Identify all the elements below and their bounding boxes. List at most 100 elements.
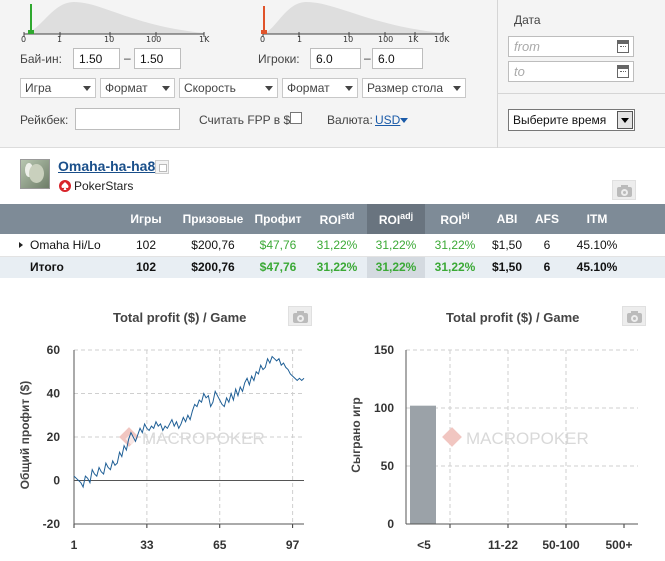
column-header-spacer <box>629 204 665 234</box>
players-range-handle[interactable] <box>263 6 265 34</box>
fpp-label: Считать FPP в $ <box>199 113 291 127</box>
format2-dropdown[interactable]: Формат <box>282 78 358 98</box>
total-itm: 45.10% <box>565 256 629 278</box>
cell-afs: 6 <box>529 234 565 257</box>
player-name-link[interactable]: Omaha-ha-ha8 <box>58 158 156 174</box>
panel-divider <box>497 0 498 148</box>
buyin-tick-label: 0 <box>21 35 27 44</box>
column-header-profit[interactable]: Профит <box>249 204 307 234</box>
total-profit: $47,76 <box>249 256 307 278</box>
column-header-games[interactable]: Игры <box>115 204 177 234</box>
calendar-icon[interactable] <box>617 65 629 78</box>
column-header-abi[interactable]: ABI <box>485 204 529 234</box>
format-dropdown[interactable]: Формат <box>100 78 175 98</box>
chevron-down-icon <box>400 118 408 123</box>
roi-bi-sup: bi <box>461 211 470 221</box>
table-size-dropdown[interactable]: Размер стола <box>362 78 466 98</box>
y-tick-label: 100 <box>374 401 394 415</box>
players-tick-label: 1K <box>408 35 419 44</box>
total-name-cell: Итого <box>0 256 115 278</box>
buyin-from-input[interactable] <box>73 48 120 69</box>
cell-roi-std: 31,22% <box>307 234 367 257</box>
camera-icon[interactable] <box>622 306 646 326</box>
column-header-roi-bi[interactable]: ROIbi <box>425 204 485 234</box>
table-size-dropdown-label: Размер стола <box>367 81 444 95</box>
date-from-input[interactable]: from <box>508 36 634 57</box>
players-tick-label: 10 <box>343 35 354 44</box>
row-name-cell[interactable]: Omaha Hi/Lo <box>0 234 115 257</box>
camera-icon[interactable] <box>288 306 312 326</box>
copy-icon[interactable] <box>155 160 169 174</box>
players-from-input[interactable] <box>310 48 361 69</box>
cell-roi-adj: 31,22% <box>367 234 425 257</box>
cell-itm: 45.10% <box>565 234 629 257</box>
players-distribution-slider[interactable] <box>261 0 451 40</box>
total-roi-std: 31,22% <box>307 256 367 278</box>
line-chart-title: Total profit ($) / Game <box>113 310 247 325</box>
cell-roi-bi: 31,22% <box>425 234 485 257</box>
buyin-distribution-slider[interactable] <box>22 0 212 40</box>
stats-table: Игры Призовые Профит ROIstd ROIadj ROIbi… <box>0 204 665 278</box>
buyin-to-input[interactable] <box>134 48 181 69</box>
game-dropdown[interactable]: Игра <box>20 78 96 98</box>
pokerstars-spade-icon <box>59 180 71 192</box>
bar-chart: MACROPOKER 0 50 100 150 <5 11-22 50-100 500+ <box>374 343 638 552</box>
chevron-down-icon <box>345 86 353 91</box>
rakeback-input[interactable] <box>75 108 180 130</box>
room-name: PokerStars <box>74 179 134 193</box>
expand-arrow-icon[interactable] <box>19 242 23 248</box>
camera-icon[interactable] <box>612 180 636 200</box>
players-tick-label: 1 <box>297 35 303 44</box>
total-abi: $1,50 <box>485 256 529 278</box>
buyin-tick-label: 100 <box>146 35 162 44</box>
roi-bi-label: ROI <box>440 213 462 227</box>
y-tick-label: -20 <box>43 517 61 531</box>
y-tick-label: 40 <box>47 387 61 401</box>
players-label: Игроки: <box>258 52 300 66</box>
date-from-placeholder: from <box>514 39 540 54</box>
buyin-distribution-graph <box>23 2 205 37</box>
time-select[interactable]: Выберите время <box>508 109 635 131</box>
speed-dropdown[interactable]: Скорость <box>179 78 278 98</box>
fpp-checkbox[interactable] <box>290 112 302 124</box>
column-header-prizes[interactable]: Призовые <box>177 204 249 234</box>
currency-selector[interactable]: USD <box>375 113 401 127</box>
roi-std-sup: std <box>340 211 355 221</box>
rakeback-label: Рейкбек: <box>20 113 69 127</box>
table-row[interactable]: Omaha Hi/Lo 102 $200,76 $47,76 31,22% 31… <box>0 234 665 257</box>
cell-abi: $1,50 <box>485 234 529 257</box>
x-tick-label: 500+ <box>605 538 632 552</box>
macropoker-watermark: MACROPOKER <box>119 427 265 448</box>
total-prizes: $200,76 <box>177 256 249 278</box>
players-tick-label: 0 <box>260 35 266 44</box>
calendar-icon[interactable] <box>617 40 629 53</box>
date-to-input[interactable]: to <box>508 61 634 82</box>
column-header-name <box>0 204 115 234</box>
total-games: 102 <box>115 256 177 278</box>
column-header-afs[interactable]: AFS <box>529 204 565 234</box>
column-header-roi-std[interactable]: ROIstd <box>307 204 367 234</box>
players-tick-label: 100 <box>378 35 394 44</box>
players-to-input[interactable] <box>372 48 423 69</box>
format2-dropdown-label: Формат <box>287 81 330 95</box>
column-header-itm[interactable]: ITM <box>565 204 629 234</box>
roi-std-label: ROI <box>319 213 341 227</box>
roi-adj-label: ROI <box>378 213 401 227</box>
total-spacer <box>629 256 665 278</box>
chevron-down-icon <box>265 86 273 91</box>
watermark-text: MACROPOKER <box>142 429 265 448</box>
table-total-row: Итого 102 $200,76 $47,76 31,22% 31,22% 3… <box>0 256 665 278</box>
game-dropdown-label: Игра <box>25 81 52 95</box>
y-tick-label: 50 <box>381 459 395 473</box>
column-header-roi-adj[interactable]: ROIadj <box>367 204 425 234</box>
range-dash: – <box>124 51 131 65</box>
x-tick-label: 97 <box>286 538 300 552</box>
speed-dropdown-label: Скорость <box>184 81 236 95</box>
date-to-placeholder: to <box>514 64 525 79</box>
watermark-text: MACROPOKER <box>466 429 589 448</box>
buyin-range-handle[interactable] <box>30 4 32 34</box>
y-tick-label: 0 <box>387 517 394 531</box>
chevron-down-icon <box>83 86 91 91</box>
x-tick-label: 33 <box>140 538 154 552</box>
profit-line <box>73 355 305 489</box>
